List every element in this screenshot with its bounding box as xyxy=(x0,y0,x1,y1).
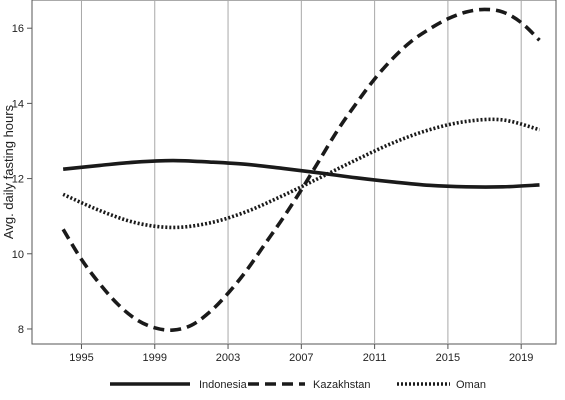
series-line-oman xyxy=(62,117,540,230)
plot-area xyxy=(31,0,557,345)
legend-label-indonesia: Indonesia xyxy=(199,379,248,391)
x-tick-label: 2011 xyxy=(363,352,387,364)
legend-label-kazakhstan: Kazakhstan xyxy=(313,379,370,391)
gridlines xyxy=(80,0,522,344)
y-tick-label: 16 xyxy=(12,23,24,35)
x-tick-label: 2007 xyxy=(289,352,313,364)
axes: 1995 1999 2003 2007 2011 2015 2019 8 10 12 14 16 xyxy=(12,23,534,364)
series-line-indonesia xyxy=(62,158,540,189)
x-tick-label: 2003 xyxy=(216,352,240,364)
x-tick-label: 1999 xyxy=(143,352,167,364)
series-lines xyxy=(61,7,541,332)
y-tick-label: 10 xyxy=(12,249,24,261)
x-tick-label: 2015 xyxy=(436,352,460,364)
series-line-kazakhstan xyxy=(61,7,541,332)
x-tick-label: 2019 xyxy=(509,352,533,364)
y-axis-title: Avg. daily fasting hours xyxy=(1,104,16,239)
y-tick-label: 14 xyxy=(12,98,24,110)
x-tick-label: 1995 xyxy=(69,352,93,364)
y-tick-label: 8 xyxy=(18,324,24,336)
legend-label-oman: Oman xyxy=(456,379,486,391)
legend: Indonesia Kazakhstan Oman xyxy=(110,379,486,391)
y-tick-label: 12 xyxy=(12,174,24,186)
